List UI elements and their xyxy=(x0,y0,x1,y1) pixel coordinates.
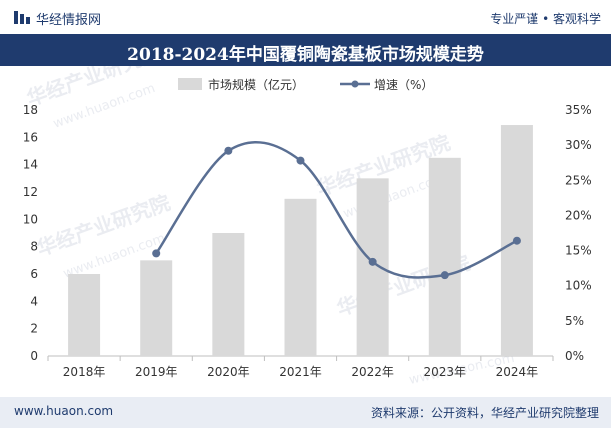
y-left-tick-label: 12 xyxy=(23,185,38,199)
bar-2023年 xyxy=(428,157,461,356)
brand-name: 华经情报网 xyxy=(36,13,102,28)
growth-point-2023年 xyxy=(440,271,449,280)
bar-2021年 xyxy=(284,198,317,356)
y-left-tick-label: 4 xyxy=(30,294,38,308)
growth-point-2021年 xyxy=(296,156,305,165)
legend: 市场规模（亿元） 增速（%） xyxy=(178,77,433,92)
growth-point-2019年 xyxy=(152,249,161,258)
growth-point-2024年 xyxy=(512,236,521,245)
x-tick-label: 2024年 xyxy=(496,365,539,379)
brand-tagline: 专业严谨 • 客观科学 xyxy=(490,12,601,26)
y-left-tick-label: 16 xyxy=(23,130,38,144)
footer-website: www.huaon.com xyxy=(14,404,114,418)
y-left-tick-label: 0 xyxy=(30,349,38,363)
y-left-tick-label: 2 xyxy=(30,322,38,336)
y-left-tick-label: 14 xyxy=(23,158,38,172)
legend-label-market-size: 市场规模（亿元） xyxy=(208,77,304,92)
y-axis-left: 0 2 4 6 8 10 12 14 16 18 xyxy=(23,103,38,363)
y-left-tick-label: 10 xyxy=(23,212,38,226)
bar-series xyxy=(68,125,533,357)
growth-point-2020年 xyxy=(224,146,233,155)
chart: 华经产业研究院 www.huaon.com 华经产业研究院 www.huaon.… xyxy=(23,66,592,388)
y-left-tick-label: 6 xyxy=(30,267,38,281)
bar-2019年 xyxy=(140,260,173,356)
bar-2020年 xyxy=(212,233,245,356)
y-right-tick-label: 35% xyxy=(565,103,592,117)
y-right-tick-label: 20% xyxy=(565,208,592,222)
chart-title: 2018-2024年中国覆铜陶瓷基板市场规模走势 xyxy=(127,45,484,65)
y-left-tick-label: 8 xyxy=(30,240,38,254)
title-bar: 2018-2024年中国覆铜陶瓷基板市场规模走势 xyxy=(0,34,611,66)
footer-source: 资料来源：公开资料，华经产业研究院整理 xyxy=(370,406,599,420)
x-tick-label: 2022年 xyxy=(351,365,394,379)
top-bar: 华经情报网 专业严谨 • 客观科学 xyxy=(0,0,611,34)
bar-2022年 xyxy=(356,178,389,356)
x-tick-label: 2019年 xyxy=(135,365,178,379)
legend-label-growth: 增速（%） xyxy=(374,78,433,92)
footer-bar: www.huaon.com 资料来源：公开资料，华经产业研究院整理 xyxy=(0,397,611,428)
x-tick-label: 2020年 xyxy=(207,365,250,379)
y-axis-right: 0% 5% 10% 15% 20% 25% 30% 35% xyxy=(565,103,592,363)
x-tick-label: 2021年 xyxy=(279,365,322,379)
line-series xyxy=(152,140,521,280)
logo-icon xyxy=(14,11,30,24)
y-right-tick-label: 5% xyxy=(565,314,584,328)
y-right-tick-label: 10% xyxy=(565,279,592,293)
y-right-tick-label: 25% xyxy=(565,173,592,187)
x-tick-label: 2018年 xyxy=(63,365,106,379)
y-right-tick-label: 15% xyxy=(565,244,592,258)
bar-2018年 xyxy=(68,274,101,356)
x-tick-label: 2023年 xyxy=(424,365,467,379)
y-right-tick-label: 30% xyxy=(565,138,592,152)
y-right-tick-label: 0% xyxy=(565,349,584,363)
growth-point-2022年 xyxy=(368,257,377,266)
legend-swatch-marker xyxy=(351,80,359,88)
legend-swatch-bar xyxy=(178,78,202,90)
x-axis-ticks: 2018年 2019年 2020年 2021年 2022年 2023年 2024年 xyxy=(47,356,554,379)
y-left-tick-label: 18 xyxy=(23,103,38,117)
